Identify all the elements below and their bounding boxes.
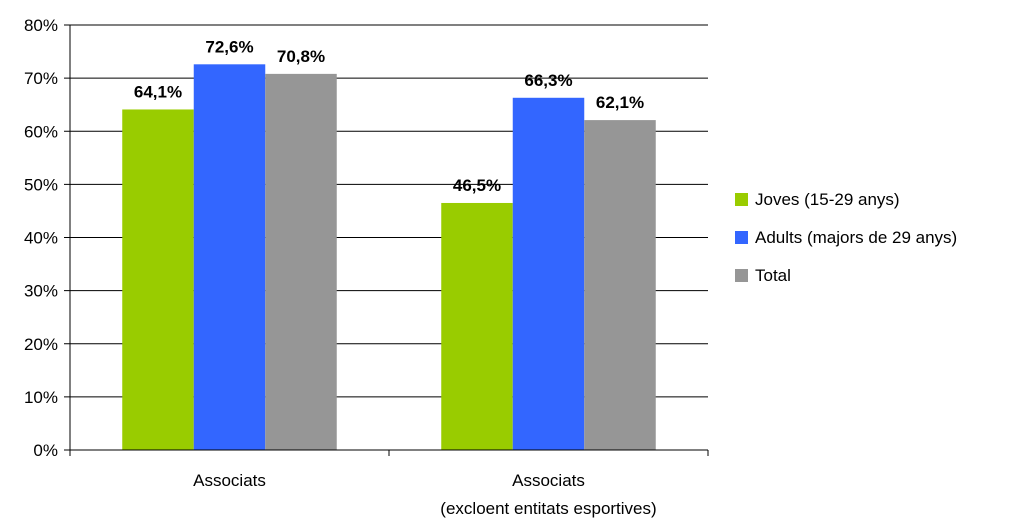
bar xyxy=(441,202,513,450)
legend-label: Adults (majors de 29 anys) xyxy=(755,228,957,247)
bar xyxy=(193,64,266,450)
bar xyxy=(265,73,337,450)
data-label: 46,5% xyxy=(453,176,501,195)
data-label: 66,3% xyxy=(524,71,572,90)
x-axis: Associats Associats (excloent entitats esp… xyxy=(69,449,709,518)
x-category-label: Associats xyxy=(512,471,585,490)
bar xyxy=(584,120,656,450)
y-tick-label: 30% xyxy=(24,282,58,301)
bars xyxy=(122,64,656,450)
y-axis: 0% 10% 20% 30% 40% 50% 60% 70% 80% xyxy=(24,16,71,460)
bar xyxy=(512,97,585,450)
legend-swatch xyxy=(735,269,748,282)
legend: Joves (15-29 anys) Adults (majors de 29 a… xyxy=(735,190,957,285)
data-label: 72,6% xyxy=(205,37,253,56)
data-label: 62,1% xyxy=(596,93,644,112)
y-tick-label: 0% xyxy=(33,441,58,460)
x-category-label: (excloent entitats esportives) xyxy=(440,499,656,518)
y-tick-label: 20% xyxy=(24,335,58,354)
data-label: 70,8% xyxy=(277,47,325,66)
x-category-label: Associats xyxy=(193,471,266,490)
y-tick-label: 70% xyxy=(24,69,58,88)
data-label: 64,1% xyxy=(134,82,182,101)
legend-swatch xyxy=(735,193,748,206)
legend-label: Joves (15-29 anys) xyxy=(755,190,900,209)
y-tick-label: 60% xyxy=(24,122,58,141)
y-tick-label: 50% xyxy=(24,175,58,194)
y-tick-label: 10% xyxy=(24,388,58,407)
bar xyxy=(122,109,194,450)
legend-swatch xyxy=(735,231,748,244)
y-tick-label: 80% xyxy=(24,16,58,35)
data-labels: 64,1% 46,5% 72,6% 66,3% 70,8% 62,1% xyxy=(134,37,644,195)
y-tick-label: 40% xyxy=(24,229,58,248)
legend-label: Total xyxy=(755,266,791,285)
